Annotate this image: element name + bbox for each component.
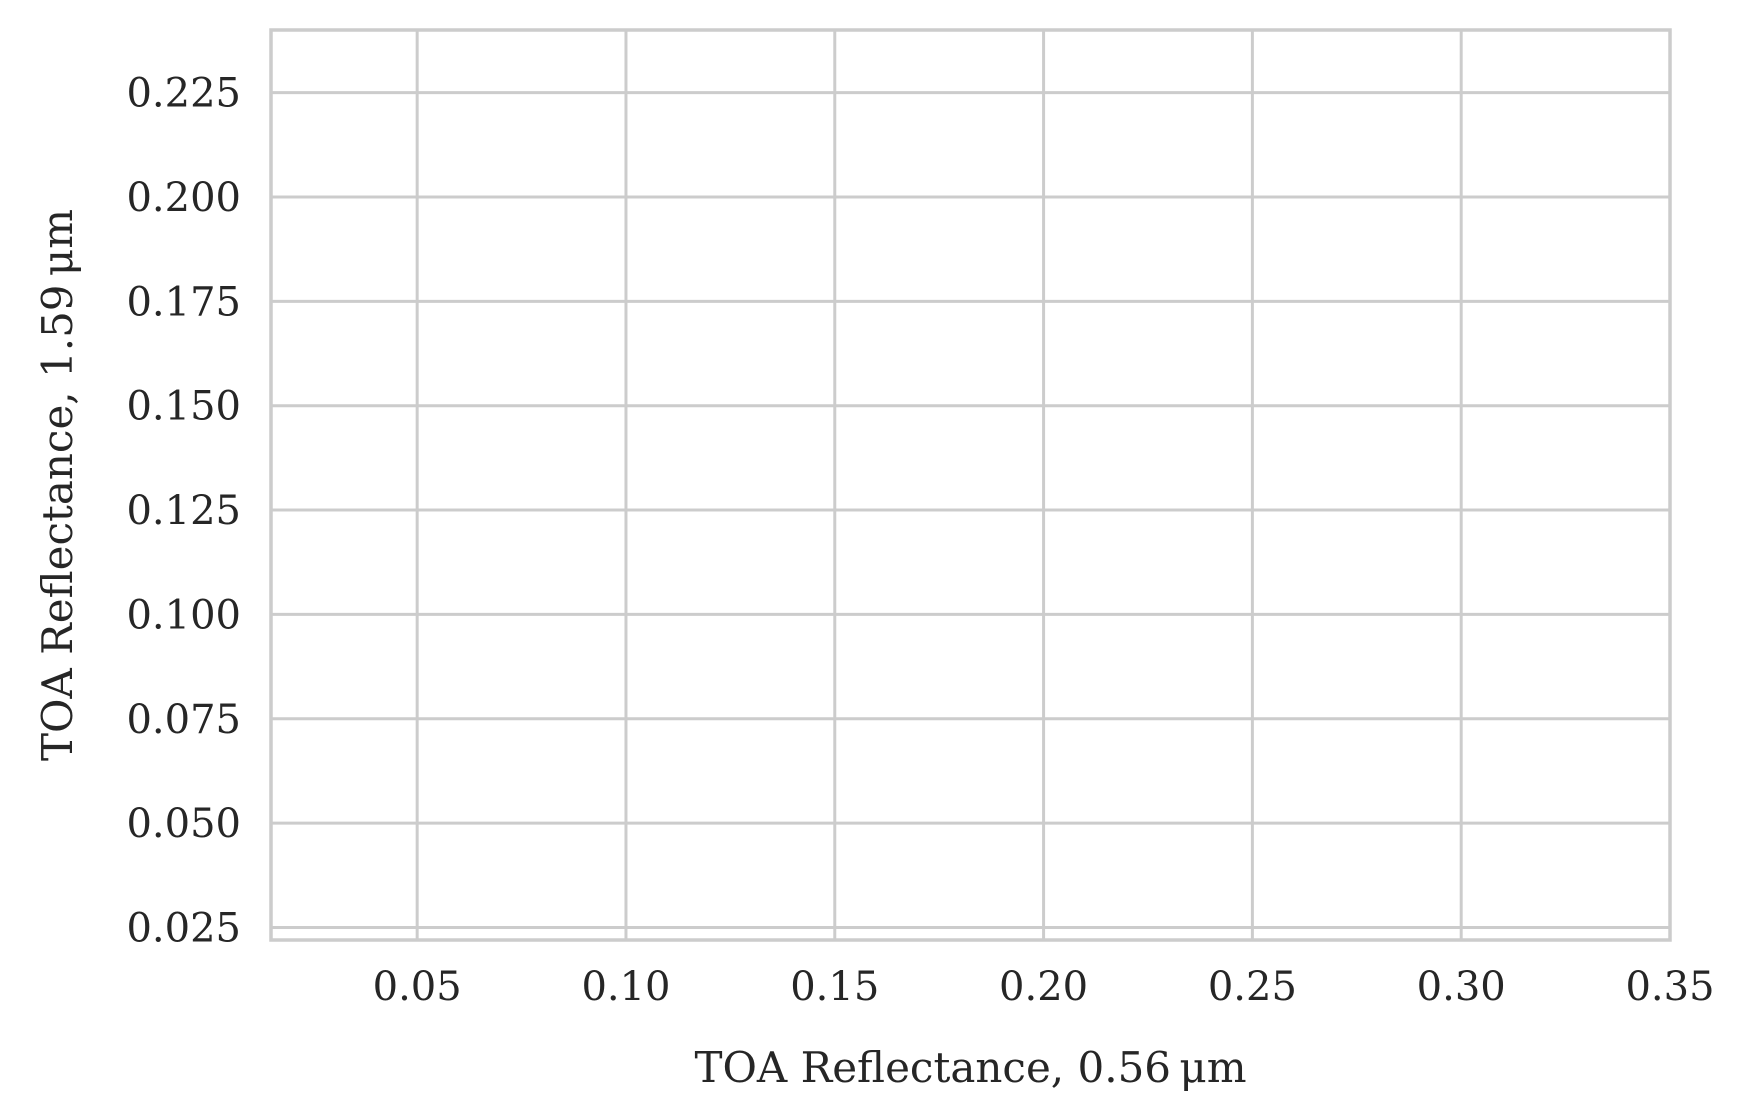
x-tick-label: 0.10 [581,964,670,1010]
y-tick-label: 0.025 [126,905,241,951]
y-tick-label: 0.050 [126,801,241,847]
x-tick-label: 0.05 [373,964,462,1010]
plot-frame [269,28,1672,942]
y-tick-label: 0.075 [126,697,241,743]
x-axis-label: TOA Reflectance, 0.56 μm [694,1043,1246,1092]
y-tick-label: 0.175 [126,279,241,325]
y-tick-label: 0.200 [126,175,241,221]
y-tick-label: 0.125 [126,488,241,534]
x-tick-label: 0.20 [999,964,1088,1010]
x-tick-label: 0.35 [1625,964,1714,1010]
x-tick-label: 0.15 [790,964,879,1010]
x-tick-label: 0.30 [1417,964,1506,1010]
y-axis-label: TOA Reflectance, 1.59 μm [33,209,82,761]
y-tick-label: 0.100 [126,592,241,638]
y-tick-label: 0.150 [126,384,241,430]
x-tick-label: 0.25 [1208,964,1297,1010]
y-axis-ticks: 0.025 0.050 0.075 0.100 0.125 0.150 0.175 0.200… [126,71,241,952]
grid [271,30,1672,940]
x-axis-ticks: 0.05 0.10 0.15 0.20 0.25 0.30 0.35 [373,964,1715,1010]
y-tick-label: 0.225 [126,71,241,117]
